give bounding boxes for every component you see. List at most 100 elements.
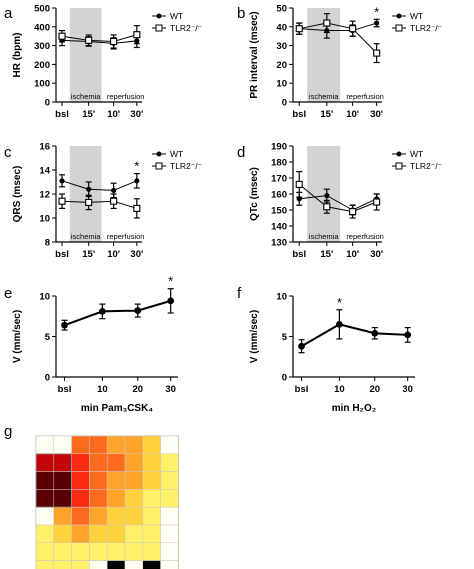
heatmap-cell bbox=[142, 435, 161, 455]
x-tick-label: 15' bbox=[82, 249, 95, 260]
data-point bbox=[58, 32, 66, 40]
heatmap-cell bbox=[160, 435, 179, 455]
y-tick-label: 140 bbox=[271, 222, 287, 233]
ischemia-band bbox=[69, 8, 102, 102]
ischemia-label: ischemia bbox=[71, 92, 101, 101]
x-tick-label: 15' bbox=[320, 109, 333, 120]
data-point bbox=[373, 198, 381, 206]
data-point bbox=[110, 37, 118, 46]
x-tick-label: 20 bbox=[369, 384, 380, 395]
heatmap-cell bbox=[106, 471, 126, 490]
data-point bbox=[373, 49, 381, 57]
heatmap-cell bbox=[124, 471, 144, 490]
heatmap-cell bbox=[142, 506, 161, 526]
heatmap-cell bbox=[89, 471, 108, 490]
y-axis-label: PR interval (msec) bbox=[249, 11, 260, 98]
y-tick-label: 5 bbox=[45, 332, 51, 343]
heatmap-cell bbox=[71, 471, 90, 490]
panel-letter: c bbox=[4, 144, 12, 161]
y-tick-label: 0 bbox=[282, 373, 287, 384]
x-tick-label: 20 bbox=[132, 384, 143, 395]
heatmap-cell bbox=[35, 489, 55, 508]
x-tick-label: 30' bbox=[370, 109, 383, 120]
reperfusion-label: reperfusion bbox=[107, 92, 145, 101]
series-tlr2 bbox=[295, 171, 381, 219]
legend-marker bbox=[156, 13, 162, 19]
data-point bbox=[335, 320, 343, 328]
legend-marker bbox=[395, 162, 403, 170]
data-point bbox=[85, 36, 93, 44]
heatmap-cell bbox=[142, 453, 161, 472]
x-tick-label: 10 bbox=[334, 384, 345, 395]
data-point bbox=[323, 19, 331, 27]
ischemia-label: ischemia bbox=[71, 232, 101, 241]
panel-letter: d bbox=[237, 144, 245, 161]
x-tick-label: 10' bbox=[107, 109, 120, 120]
heatmap-cell bbox=[106, 506, 126, 526]
y-tick-label: 100 bbox=[34, 79, 50, 90]
y-axis-label: V (mm/sec) bbox=[12, 310, 23, 363]
x-tick-label: bsl bbox=[55, 109, 69, 120]
series-line bbox=[61, 39, 137, 44]
legend-label: TLR2⁻/⁻ bbox=[410, 23, 443, 33]
heatmap-cell bbox=[106, 524, 126, 544]
heatmap-cell bbox=[106, 542, 126, 561]
heatmap-cell bbox=[124, 453, 144, 472]
x-tick-label: bsl bbox=[58, 384, 72, 395]
data-point bbox=[324, 193, 330, 199]
heatmap-cell bbox=[142, 542, 161, 561]
y-tick-label: 170 bbox=[271, 174, 287, 185]
data-point bbox=[61, 321, 68, 329]
data-point bbox=[98, 307, 106, 315]
heatmap-cell bbox=[89, 453, 108, 472]
heatmap-cell bbox=[89, 506, 108, 526]
reperfusion-label: reperfusion bbox=[346, 232, 384, 241]
heatmap-cell bbox=[142, 489, 161, 508]
heatmap-cell bbox=[53, 560, 72, 569]
heatmap-cell bbox=[53, 524, 72, 544]
x-tick-label: bsl bbox=[295, 384, 309, 395]
x-axis-label: min Pam₃CSK₄ bbox=[81, 403, 153, 414]
panel-g: g bbox=[4, 423, 179, 569]
x-tick-label: 30 bbox=[165, 384, 176, 395]
panel-f: f 0 5 10 bsl 10 20 30 V (mm/sec) min H₂O₂ * bbox=[237, 285, 415, 414]
panel-letter: b bbox=[237, 5, 245, 22]
y-axis-label: HR (bpm) bbox=[12, 33, 23, 78]
heatmap-cell bbox=[124, 542, 144, 561]
y-tick-label: 10 bbox=[276, 79, 287, 90]
data-point bbox=[295, 25, 303, 33]
heatmap-cell bbox=[53, 471, 72, 490]
heatmap-cell bbox=[71, 524, 90, 544]
heatmap-cell bbox=[89, 560, 108, 569]
y-tick-label: 150 bbox=[271, 206, 287, 217]
heatmap-cell bbox=[53, 489, 72, 508]
data-point bbox=[349, 208, 357, 216]
data-point bbox=[133, 31, 141, 39]
legend-label: TLR2⁻/⁻ bbox=[170, 161, 203, 171]
heatmap-cell bbox=[124, 435, 144, 455]
panel-c: c ischemia reperfusion 8 10 12 14 16 bsl 15' 10' 30… bbox=[4, 142, 203, 261]
legend-label: TLR2⁻/⁻ bbox=[410, 161, 443, 171]
series-tlr2 bbox=[58, 25, 141, 49]
y-tick-label: 0 bbox=[282, 98, 287, 109]
data-point bbox=[134, 178, 140, 184]
y-tick-label: 12 bbox=[39, 190, 50, 201]
panel-letter: g bbox=[4, 423, 12, 440]
y-tick-label: 400 bbox=[34, 22, 50, 33]
panel-letter: f bbox=[237, 285, 242, 302]
heatmap-cell bbox=[124, 560, 144, 569]
heatmap-cell bbox=[89, 435, 108, 455]
series-line bbox=[61, 180, 138, 191]
legend-label: TLR2⁻/⁻ bbox=[170, 23, 203, 33]
y-tick-label: 10 bbox=[39, 214, 50, 225]
reperfusion-label: reperfusion bbox=[346, 92, 384, 101]
legend-marker bbox=[396, 13, 402, 19]
panel-letter: e bbox=[4, 285, 12, 302]
y-axis-label: QRS (msec) bbox=[12, 166, 23, 223]
heatmap-cell bbox=[124, 524, 144, 544]
heatmap-cell bbox=[71, 560, 90, 569]
ischemia-band bbox=[307, 146, 341, 242]
x-tick-label: bsl bbox=[292, 249, 306, 260]
data-point bbox=[110, 197, 118, 205]
heatmap-cell bbox=[160, 506, 179, 526]
